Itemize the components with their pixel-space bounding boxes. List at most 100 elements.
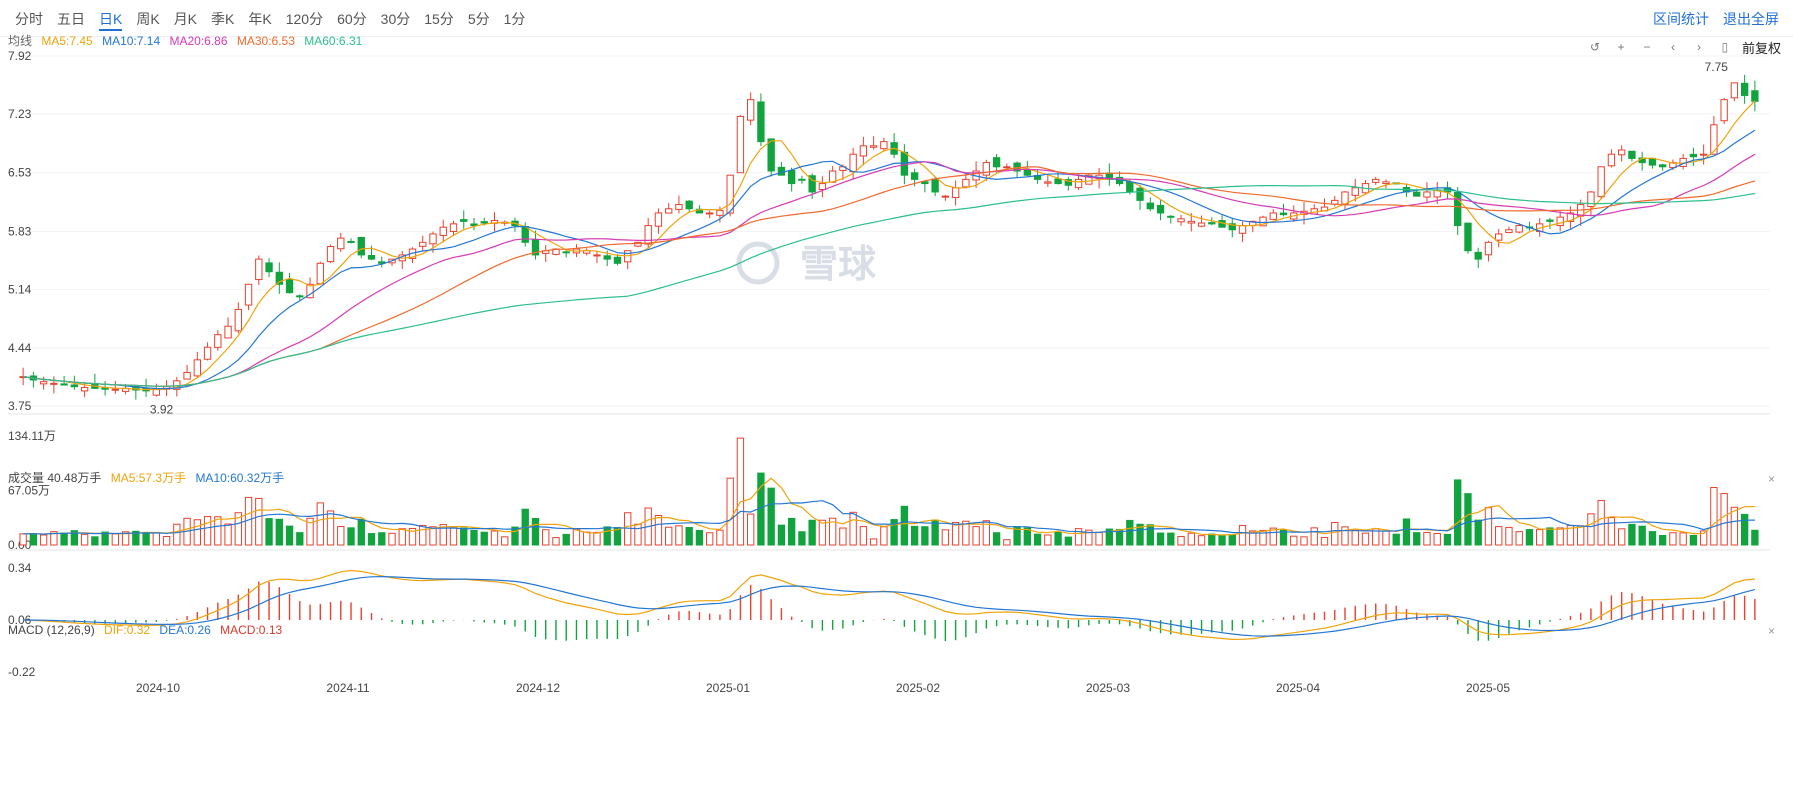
- ma10-value: MA10:7.14: [102, 34, 161, 48]
- volume-bar: [562, 533, 570, 546]
- watermark: 雪球: [800, 244, 877, 286]
- volume-bar: [1730, 506, 1739, 546]
- volume-bar: [1126, 519, 1134, 546]
- candle-body: [419, 241, 427, 247]
- tab-label: 五日: [57, 11, 85, 27]
- volume-bar: [1044, 534, 1052, 546]
- candle-body: [429, 233, 437, 245]
- candle-style-icon[interactable]: ▯: [1721, 40, 1729, 54]
- reset-icon[interactable]: ↺: [1589, 40, 1601, 54]
- volume-close-icon[interactable]: ×: [1767, 472, 1775, 486]
- macd-axis-label: -0.22: [8, 665, 36, 679]
- candle-body: [1730, 82, 1739, 99]
- volume-bar: [1085, 529, 1093, 546]
- volume-bar: [1382, 530, 1390, 546]
- tab-8[interactable]: 60分: [330, 9, 374, 29]
- volume-bar: [1177, 536, 1185, 546]
- volume-bar: [1699, 530, 1708, 546]
- volume-bar: [1433, 532, 1441, 546]
- volume-bar: [1136, 523, 1144, 546]
- volume-bar: [1576, 525, 1585, 546]
- candle-body: [1136, 187, 1144, 201]
- candle-body: [1628, 150, 1636, 159]
- tab-1[interactable]: 五日: [50, 9, 92, 29]
- candle-body: [460, 219, 468, 222]
- date-axis-label: 2024-11: [326, 681, 369, 695]
- candle-body: [1648, 158, 1657, 166]
- scroll-left-icon[interactable]: ‹: [1670, 40, 1675, 54]
- volume-bar: [1740, 513, 1749, 546]
- zoom-out-icon[interactable]: −: [1643, 40, 1651, 54]
- volume-bar: [39, 534, 48, 546]
- volume-bar: [449, 527, 458, 546]
- volume-bar: [1197, 535, 1206, 546]
- volume-bar: [1269, 527, 1277, 546]
- ma20-line: [23, 153, 1756, 387]
- candle-body: [1597, 166, 1605, 198]
- candle-body: [296, 295, 304, 298]
- ma5-line: [23, 100, 1756, 391]
- ma20-value: MA20:6.86: [169, 34, 228, 48]
- macd-legend-label: MACD (12,26,9): [8, 623, 95, 637]
- candle-body: [1617, 149, 1626, 156]
- candle-body: [910, 172, 919, 180]
- macd-close-icon[interactable]: ×: [1767, 624, 1775, 638]
- tab-4[interactable]: 月K: [167, 9, 204, 29]
- volume-bar: [1392, 533, 1400, 546]
- volume-bar: [1156, 532, 1165, 546]
- scroll-right-icon[interactable]: ›: [1696, 40, 1701, 54]
- candle-body: [439, 226, 447, 236]
- range-stats-link[interactable]: 区间统计: [1653, 11, 1709, 27]
- volume-bar: [1628, 523, 1636, 546]
- candle-body: [1054, 178, 1062, 185]
- ma-legend-label: 均线: [8, 34, 33, 48]
- candle-body: [306, 283, 314, 299]
- candle-body: [480, 221, 488, 224]
- volume-bar: [1515, 531, 1523, 546]
- volume-bar: [1505, 526, 1513, 546]
- volume-bar: [19, 533, 27, 546]
- volume-bar: [736, 437, 745, 546]
- candle-body: [1074, 178, 1083, 189]
- volume-bar: [941, 529, 950, 546]
- exit-fullscreen-link[interactable]: 退出全屏: [1723, 11, 1779, 27]
- volume-bar: [439, 524, 447, 546]
- candle-body: [992, 157, 1001, 168]
- candle-body: [1351, 187, 1359, 196]
- tab-label: 年K: [248, 11, 272, 27]
- candle-body: [1208, 222, 1216, 225]
- volume-bar: [1495, 526, 1503, 546]
- volume-bar: [1187, 532, 1195, 546]
- tab-label: 周K: [136, 11, 160, 27]
- volume-bar: [654, 514, 663, 546]
- tab-2[interactable]: 日K: [92, 9, 129, 31]
- candle-body: [234, 308, 242, 332]
- adjust-mode-toggle[interactable]: 前复权: [1741, 40, 1781, 56]
- low-price-mark: 3.92: [150, 403, 174, 417]
- volume-bar: [1402, 518, 1411, 546]
- candle-body: [80, 387, 89, 392]
- tab-7[interactable]: 120分: [279, 9, 330, 29]
- date-axis-label: 2024-10: [136, 681, 180, 695]
- volume-bar: [501, 536, 509, 546]
- candle-body: [224, 325, 232, 339]
- volume-bar: [921, 526, 929, 546]
- tab-3[interactable]: 周K: [129, 9, 166, 29]
- tab-5[interactable]: 季K: [204, 9, 241, 29]
- candle-body: [757, 101, 765, 143]
- zoom-in-icon[interactable]: +: [1617, 40, 1625, 54]
- candle-body: [470, 223, 478, 227]
- tab-10[interactable]: 15分: [417, 9, 461, 29]
- tab-0[interactable]: 分时: [8, 9, 50, 29]
- volume-bar: [378, 532, 386, 546]
- price-axis-label: 5.83: [8, 224, 32, 238]
- tab-6[interactable]: 年K: [241, 9, 278, 29]
- tab-12[interactable]: 1分: [497, 9, 533, 29]
- tab-label: 60分: [337, 11, 367, 27]
- volume-bar: [890, 519, 898, 546]
- tab-9[interactable]: 30分: [374, 9, 418, 29]
- candle-body: [1259, 216, 1267, 227]
- tab-11[interactable]: 5分: [461, 9, 497, 29]
- candle-body: [900, 151, 909, 176]
